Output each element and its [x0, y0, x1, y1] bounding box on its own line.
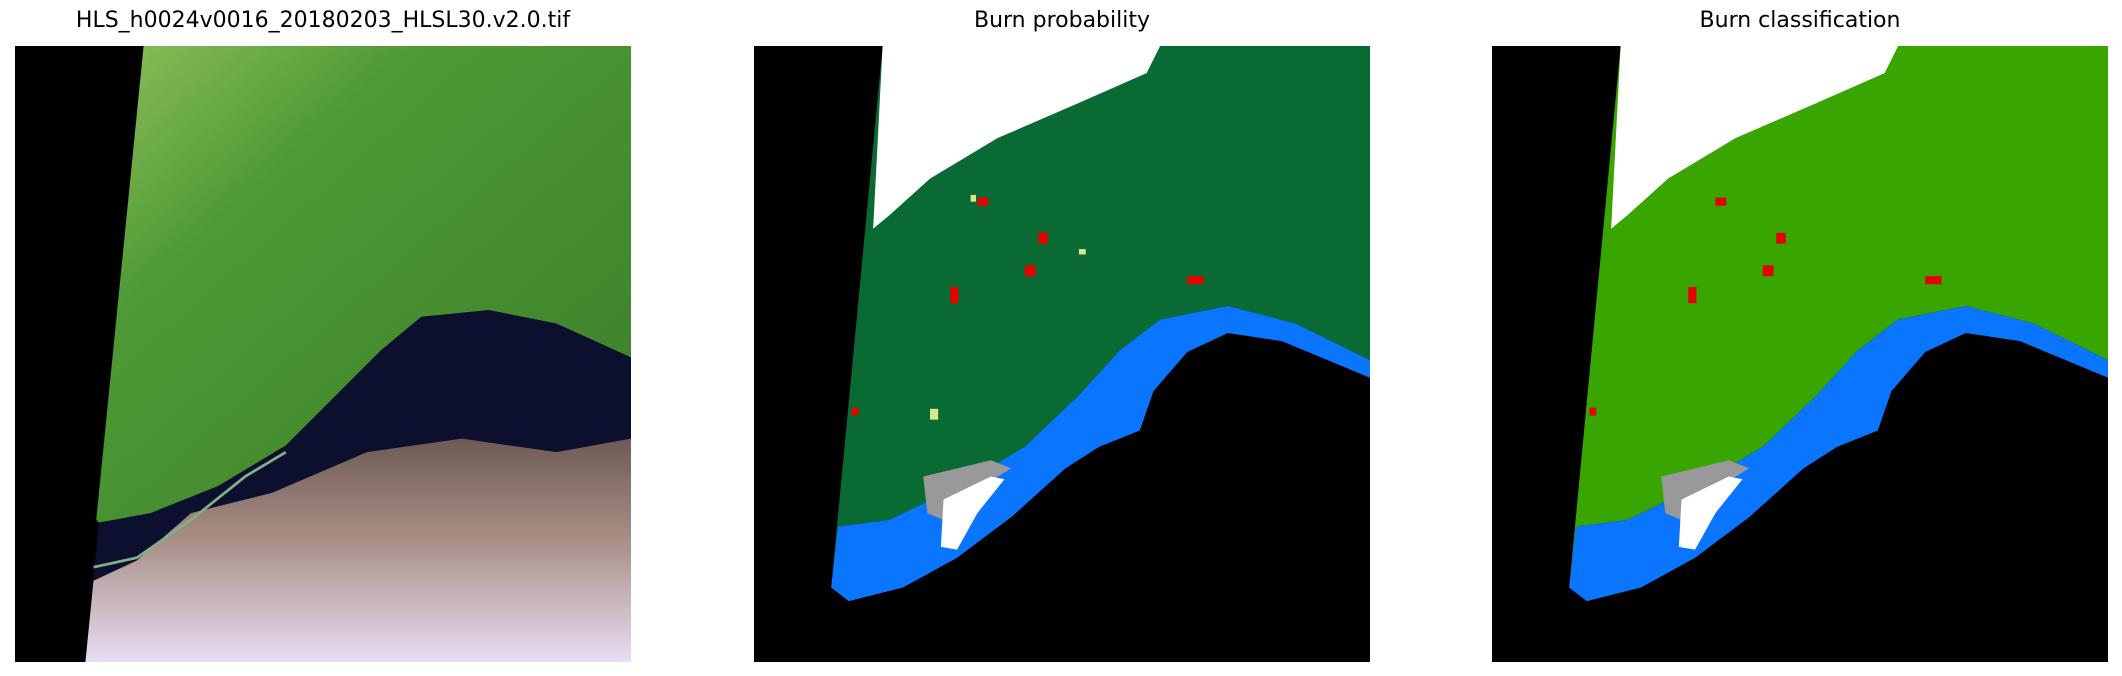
burn-patches: [851, 197, 1204, 416]
low-probability-patches: [930, 194, 1086, 420]
burn-patches: [1589, 197, 1942, 416]
barrier-island: [93, 450, 287, 569]
cloud: [940, 476, 1005, 550]
cloud: [1678, 476, 1743, 550]
land: [96, 46, 631, 523]
land: [1569, 46, 2108, 588]
burn-classification-map: [1492, 46, 2108, 662]
panel-title-burn-probability: Burn probability: [973, 8, 1150, 33]
burn-probability-map: [754, 46, 1370, 662]
land: [831, 46, 1370, 588]
rgb-satellite-image: [15, 46, 631, 662]
cloud: [1611, 46, 1899, 229]
cloud: [873, 46, 1161, 229]
cloud-cover: [85, 438, 631, 662]
panel-title-burn-classification: Burn classification: [1699, 8, 1901, 33]
panel-title-rgb: HLS_h0024v0016_20180203_HLSL30.v2.0.tif: [75, 8, 571, 33]
